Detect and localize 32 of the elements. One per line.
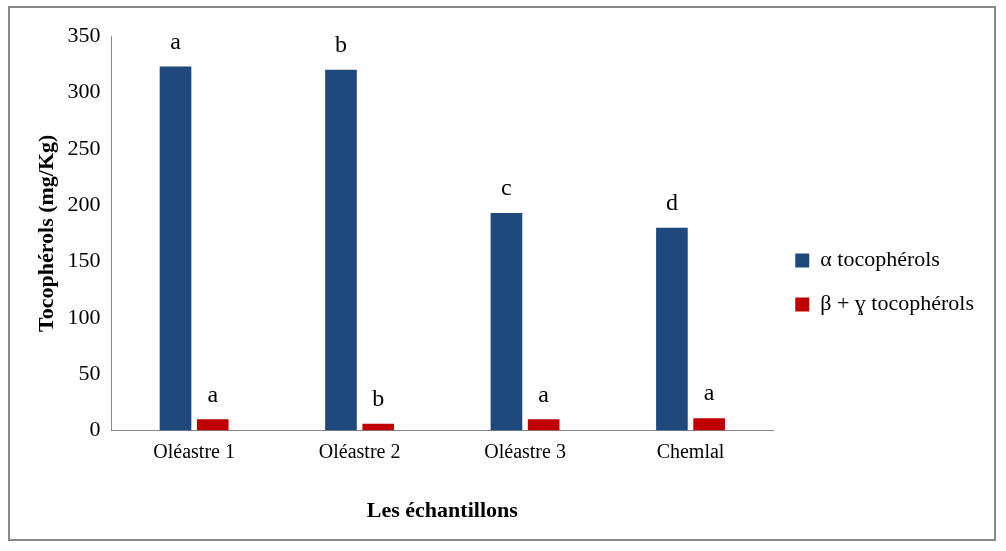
x-tick-label: Oléastre 1 — [153, 439, 235, 462]
annotation: d — [665, 188, 678, 215]
x-tick-label: Chemlal — [656, 439, 725, 462]
annotation: a — [170, 27, 182, 54]
annotation: c — [501, 174, 512, 201]
x-tick-label: Oléastre 3 — [484, 439, 566, 462]
bar — [490, 213, 523, 431]
legend-label: α tocophérols — [820, 246, 940, 272]
y-tick-label: 300 — [67, 78, 101, 104]
x-axis-title: Les échantillons — [366, 497, 519, 523]
annotation: a — [538, 380, 550, 407]
y-tick-label: 100 — [67, 303, 101, 329]
bar — [159, 66, 192, 431]
y-tick-label: 350 — [67, 21, 101, 47]
x-tick-label: Oléastre 2 — [318, 439, 401, 462]
y-tick-label: 250 — [67, 134, 101, 160]
y-tick-label: 150 — [67, 247, 101, 273]
bar — [362, 423, 395, 431]
bar — [196, 419, 229, 431]
bar — [325, 69, 357, 431]
annotation: a — [207, 380, 219, 407]
y-tick-label: 200 — [67, 190, 101, 216]
legend-label: β + ɣ tocophérols — [820, 290, 975, 316]
bar — [527, 419, 560, 431]
annotation: b — [334, 31, 347, 58]
bar — [656, 227, 688, 431]
y-tick-label: 50 — [78, 360, 101, 386]
y-axis-title: Tocophérols (mg/Kg) — [32, 134, 58, 332]
annotation: a — [703, 379, 715, 406]
y-tick-label: 0 — [89, 416, 101, 442]
bar — [693, 418, 725, 431]
annotation: b — [372, 385, 385, 412]
